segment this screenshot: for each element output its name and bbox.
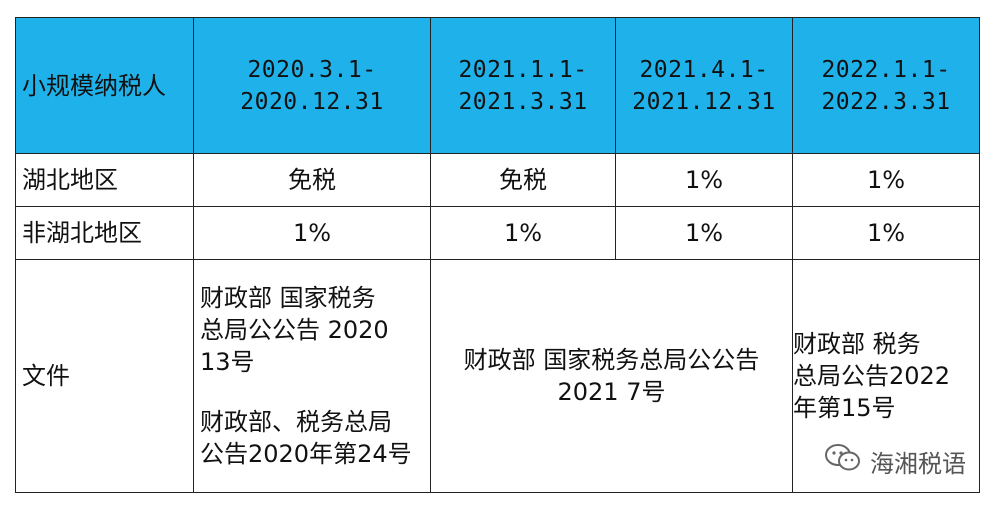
document-cell-2021: 财政部 国家税务总局公公告 2021 7号 — [430, 259, 793, 493]
document-line: 总局公告2022 — [793, 362, 951, 390]
period-3-start: 2021.4.1- — [639, 56, 769, 83]
document-cell-2022: 财政部 税务 总局公告2022 年第15号 — [792, 259, 980, 493]
document-line: 财政部 国家税务 — [200, 284, 376, 312]
table-row-non-hubei: 非湖北地区 1% 1% 1% 1% — [15, 206, 980, 260]
document-line: 公告2020年第24号 — [200, 440, 412, 468]
table-row-documents: 文件 财政部 国家税务 总局公公告 2020 13号 财政部、税务总局 公告20… — [15, 259, 980, 493]
header-period-1: 2020.3.1- 2020.12.31 — [193, 17, 431, 154]
header-period-3: 2021.4.1- 2021.12.31 — [615, 17, 793, 154]
period-1-start: 2020.3.1- — [247, 56, 377, 83]
rate-cell: 1% — [615, 206, 793, 260]
document-cell-2020: 财政部 国家税务 总局公公告 2020 13号 财政部、税务总局 公告2020年… — [193, 259, 431, 493]
table-row-hubei: 湖北地区 免税 免税 1% 1% — [15, 153, 980, 207]
row-label: 非湖北地区 — [15, 206, 194, 260]
row-label: 湖北地区 — [15, 153, 194, 207]
rate-cell: 1% — [430, 206, 616, 260]
period-4-end: 2022.3.31 — [821, 88, 951, 115]
header-period-2: 2021.1.1- 2021.3.31 — [430, 17, 616, 154]
rate-cell: 1% — [615, 153, 793, 207]
watermark: 海湘税语 — [824, 443, 966, 479]
period-3-end: 2021.12.31 — [632, 88, 776, 115]
rate-cell: 免税 — [430, 153, 616, 207]
rate-cell: 免税 — [193, 153, 431, 207]
period-4-start: 2022.1.1- — [821, 56, 951, 83]
document-line: 年第15号 — [793, 394, 896, 422]
header-period-4: 2022.1.1- 2022.3.31 — [792, 17, 980, 154]
document-2020-24: 财政部、税务总局 公告2020年第24号 — [194, 406, 430, 470]
document-line: 财政部 税务 — [793, 330, 921, 358]
watermark-text: 海湘税语 — [870, 449, 966, 478]
document-2020-13: 财政部 国家税务 总局公公告 2020 13号 — [194, 282, 430, 378]
row-label: 文件 — [15, 259, 194, 493]
tax-policy-table: 小规模纳税人 2020.3.1- 2020.12.31 2021.1.1- 20… — [15, 17, 980, 493]
rate-cell: 1% — [792, 206, 980, 260]
rate-cell: 1% — [792, 153, 980, 207]
rate-cell: 1% — [193, 206, 431, 260]
document-line: 财政部、税务总局 — [200, 408, 392, 436]
document-line: 总局公公告 2020 — [200, 316, 389, 344]
header-row: 小规模纳税人 2020.3.1- 2020.12.31 2021.1.1- 20… — [15, 17, 980, 154]
period-2-start: 2021.1.1- — [458, 56, 588, 83]
spacer — [194, 378, 430, 406]
document-line: 13号 — [200, 348, 255, 376]
header-taxpayer-type: 小规模纳税人 — [15, 17, 194, 154]
period-1-end: 2020.12.31 — [240, 88, 384, 115]
document-line: 财政部 国家税务总局公公告 — [463, 346, 760, 374]
document-line: 2021 7号 — [557, 378, 666, 406]
wechat-icon — [824, 443, 862, 479]
period-2-end: 2021.3.31 — [458, 88, 588, 115]
